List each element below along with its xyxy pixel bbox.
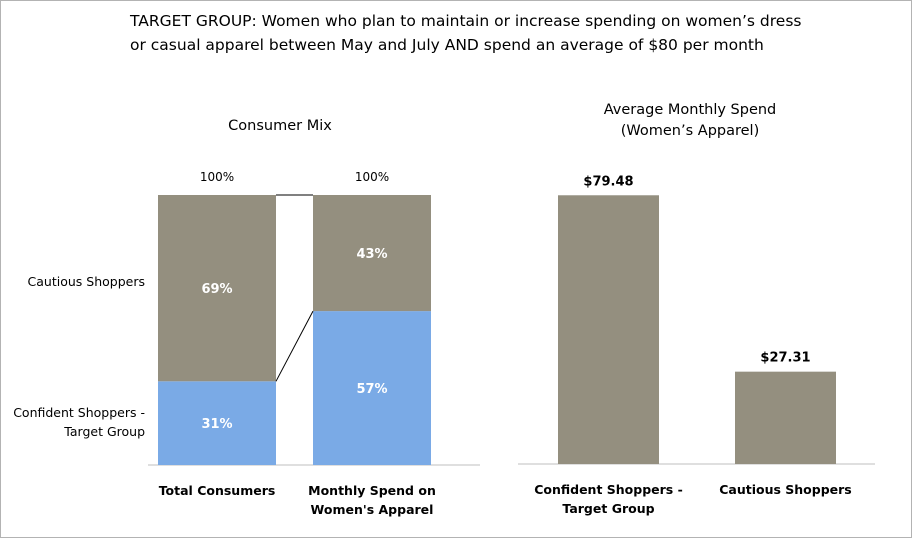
bar-segment-label: 57% [356,382,387,397]
consumer-mix-title: Consumer Mix [228,118,332,134]
x-tick-label: Target Group [562,501,654,516]
avg-spend-bar [735,371,836,464]
series-connector-line [275,310,314,382]
legend-label-cautious: Cautious Shoppers [28,274,145,289]
avg-spend-bar [558,195,659,465]
header-title-line-2: or casual apparel between May and July A… [130,36,764,54]
x-tick-label: Total Consumers [159,483,276,498]
bar-segment-label: 31% [201,417,232,432]
x-tick-label: Cautious Shoppers [719,482,852,497]
avg-spend-value-label: $27.31 [760,351,810,366]
bar-segment-cautious [313,195,431,312]
bar-total-label: 100% [355,170,389,184]
legend-label-confident: Target Group [63,424,145,439]
avg-spend-title: Average Monthly Spend [603,102,777,118]
bar-segment-label: 69% [201,282,232,297]
bar-segment-confident [158,381,276,465]
legend-label-confident: Confident Shoppers - [13,405,145,420]
avg-spend-value-label: $79.48 [583,174,633,189]
avg-spend-subtitle: (Women’s Apparel) [620,123,760,139]
bar-segment-label: 43% [356,247,387,262]
bar-segment-confident [313,311,431,465]
x-tick-label: Monthly Spend on [308,483,436,498]
header-title-line-1: TARGET GROUP: Women who plan to maintain… [130,12,802,30]
bar-segment-cautious [158,195,276,382]
bar-total-label: 100% [200,170,234,184]
x-tick-label: Women's Apparel [311,502,434,517]
x-tick-label: Confident Shoppers - [534,482,683,497]
